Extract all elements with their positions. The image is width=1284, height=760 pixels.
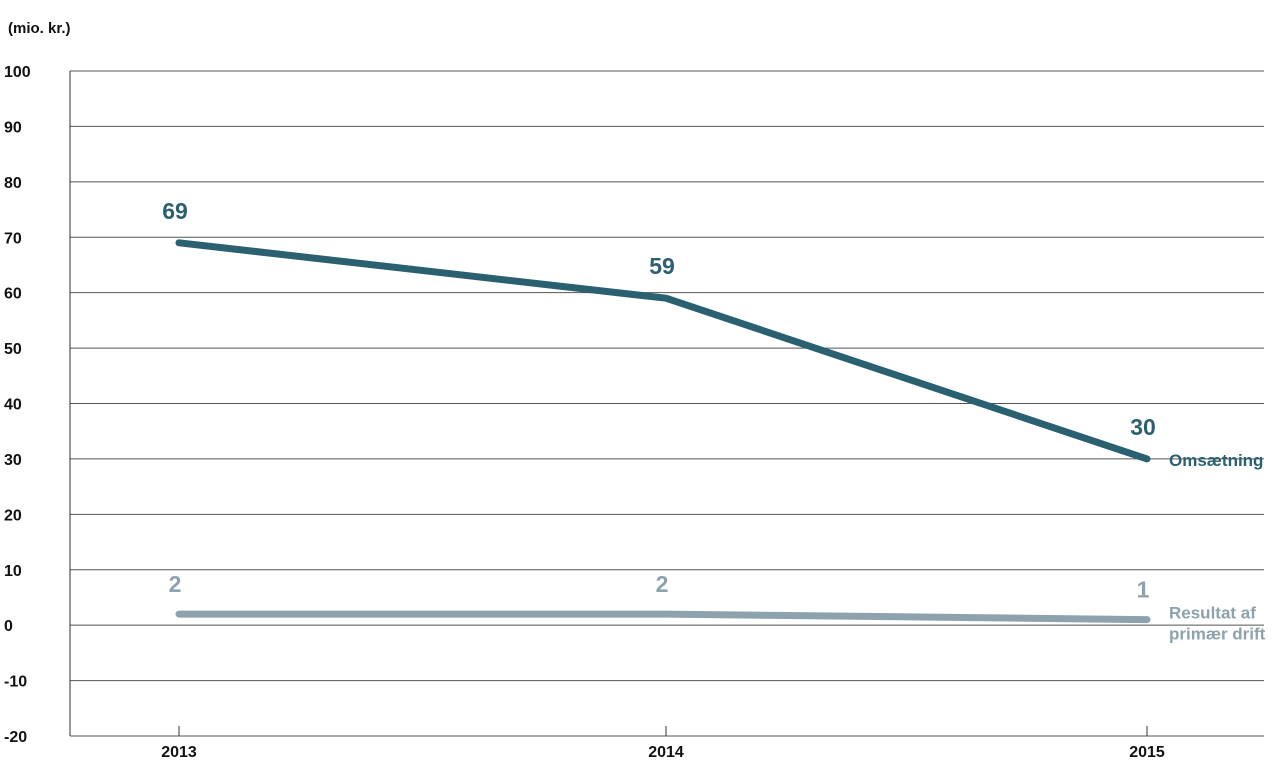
series-lines [175, 239, 1151, 624]
series-name-label: primær drift [1169, 625, 1266, 644]
series-name-label: Omsætning [1169, 451, 1263, 470]
x-tick-label: 2013 [161, 744, 197, 760]
y-tick-label: 70 [4, 230, 22, 247]
data-label: 2 [169, 571, 182, 597]
y-tick-label: 40 [4, 397, 22, 414]
y-tick-label: 80 [4, 175, 22, 192]
y-tick-label: -20 [4, 729, 27, 746]
y-tick-label: 90 [4, 119, 22, 136]
series-name-label: Resultat af [1169, 604, 1256, 623]
unit-label: (mio. kr.) [8, 20, 71, 37]
y-tick-label: 100 [4, 64, 31, 81]
data-label: 59 [649, 253, 675, 279]
data-label: 1 [1137, 577, 1150, 603]
y-tick-label: 20 [4, 507, 22, 524]
x-tick-label: 2015 [1129, 744, 1165, 760]
y-tick-label: 0 [4, 618, 13, 635]
x-axis: 2013 2014 2015 [161, 726, 1165, 760]
y-tick-label: 50 [4, 341, 22, 358]
data-labels: 69 59 30 2 2 1 [162, 198, 1156, 603]
series-line-1 [175, 610, 1151, 624]
y-tick-label: 60 [4, 286, 22, 303]
y-tick-label: 30 [4, 452, 22, 469]
data-label: 30 [1130, 414, 1156, 440]
y-tick-label: 10 [4, 563, 22, 580]
y-tick-label: -10 [4, 674, 27, 691]
data-label: 2 [656, 571, 669, 597]
x-tick-label: 2014 [648, 744, 684, 760]
grid [70, 70, 1264, 737]
series-labels: Omsætning Resultat af primær drift [1169, 451, 1266, 644]
series-line-0 [175, 239, 1151, 463]
data-label: 69 [162, 198, 188, 224]
